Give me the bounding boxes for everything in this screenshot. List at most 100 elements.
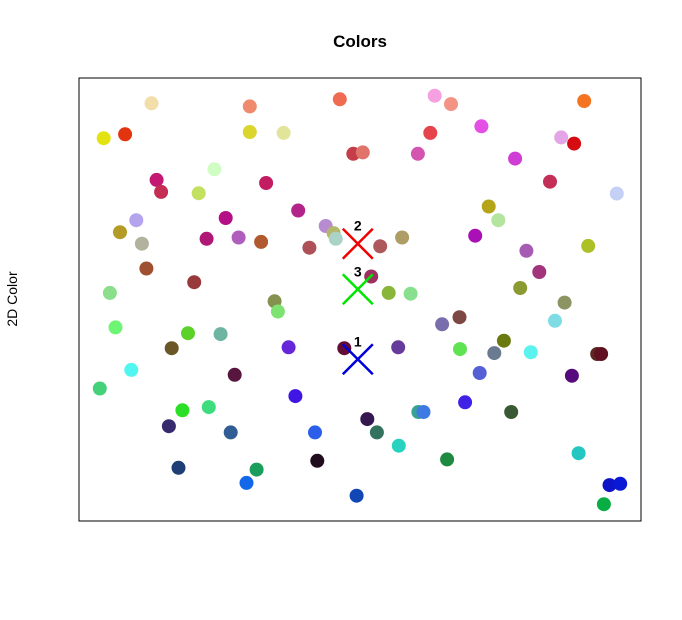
data-point-83	[504, 405, 519, 419]
data-point-92	[310, 453, 325, 468]
data-point-42	[491, 213, 506, 228]
data-point-73	[124, 362, 139, 377]
data-point-20	[154, 184, 169, 199]
marker-1: 1	[341, 333, 374, 376]
data-point-64	[337, 341, 352, 356]
data-point-65	[391, 340, 406, 355]
marker-1-label: 1	[354, 333, 362, 349]
data-point-96	[349, 488, 364, 503]
data-point-45	[581, 238, 596, 253]
data-point-14	[567, 136, 582, 151]
data-point-90	[171, 460, 186, 475]
marker-2-label: 2	[354, 218, 362, 234]
data-point-21	[191, 186, 206, 201]
data-point-95	[239, 475, 254, 490]
y-axis-label: 2D Color	[4, 271, 20, 327]
data-point-91	[249, 462, 264, 477]
data-point-55	[270, 304, 285, 319]
data-point-62	[164, 341, 179, 356]
data-point-13	[554, 130, 569, 145]
data-point-27	[113, 225, 127, 240]
data-point-7	[444, 97, 458, 112]
data-point-61	[213, 327, 228, 342]
data-point-50	[381, 285, 396, 300]
data-point-12	[474, 119, 489, 134]
data-point-24	[543, 174, 557, 189]
data-point-41	[481, 199, 496, 214]
data-point-79	[288, 389, 303, 404]
data-point-47	[187, 275, 202, 290]
data-point-74	[227, 367, 242, 382]
data-point-33	[291, 203, 306, 218]
data-point-97	[602, 478, 617, 493]
data-point-68	[496, 333, 511, 348]
marker-1-stroke-2	[341, 343, 374, 376]
data-point-39	[395, 230, 410, 245]
data-point-56	[452, 310, 467, 325]
data-point-3	[144, 96, 159, 111]
data-point-11	[423, 125, 438, 140]
data-point-22	[207, 162, 222, 177]
data-point-46	[139, 261, 154, 276]
data-point-48	[102, 285, 117, 300]
data-point-2	[118, 127, 133, 142]
data-point-8	[577, 94, 592, 108]
data-point-28	[134, 236, 149, 251]
data-point-67	[487, 346, 502, 361]
data-point-6	[427, 88, 442, 103]
data-point-23	[259, 176, 274, 190]
data-point-51	[403, 286, 418, 301]
data-point-72	[92, 381, 107, 396]
data-point-40	[468, 228, 483, 243]
marker-3-label: 3	[354, 263, 362, 279]
chart-title: Colors	[333, 32, 387, 51]
data-point-17	[410, 146, 425, 161]
data-point-66	[453, 342, 467, 357]
marker-2: 2	[341, 218, 374, 260]
points-layer	[92, 88, 628, 512]
data-point-44	[532, 265, 547, 279]
data-point-75	[472, 366, 487, 380]
data-point-25	[609, 186, 624, 201]
data-point-37	[328, 231, 343, 246]
data-point-76	[564, 368, 579, 383]
data-point-52	[513, 281, 528, 295]
data-point-81	[416, 405, 431, 419]
data-point-26	[129, 213, 144, 228]
data-point-29	[199, 231, 214, 246]
data-point-30	[218, 211, 233, 225]
data-point-89	[391, 438, 406, 453]
plot-frame	[78, 77, 642, 522]
data-point-85	[223, 425, 238, 440]
markers-layer: 1 2 3	[341, 218, 374, 376]
data-point-63	[281, 340, 296, 355]
data-point-9	[242, 125, 257, 139]
marker-2-stroke-2	[341, 227, 374, 260]
data-point-84	[161, 419, 176, 434]
data-point-71	[594, 347, 609, 361]
data-point-93	[440, 452, 455, 467]
data-point-77	[175, 403, 190, 418]
data-point-5	[332, 92, 347, 107]
marker-3-stroke-2	[341, 273, 374, 306]
data-point-69	[523, 345, 538, 360]
data-point-94	[571, 446, 586, 461]
data-point-32	[254, 234, 269, 249]
data-point-87	[360, 412, 375, 427]
data-point-53	[557, 295, 572, 310]
data-point-59	[108, 320, 123, 335]
data-point-58	[548, 313, 562, 328]
data-point-60	[181, 326, 195, 341]
data-point-34	[302, 240, 317, 255]
data-point-86	[308, 425, 322, 440]
data-point-1	[96, 131, 111, 146]
data-point-57	[435, 317, 450, 332]
data-point-31	[231, 230, 246, 245]
data-point-16	[355, 145, 370, 160]
data-point-10	[276, 125, 291, 140]
data-point-78	[201, 400, 216, 415]
data-point-88	[369, 425, 384, 440]
data-point-18	[508, 151, 523, 166]
data-point-98	[613, 476, 628, 491]
